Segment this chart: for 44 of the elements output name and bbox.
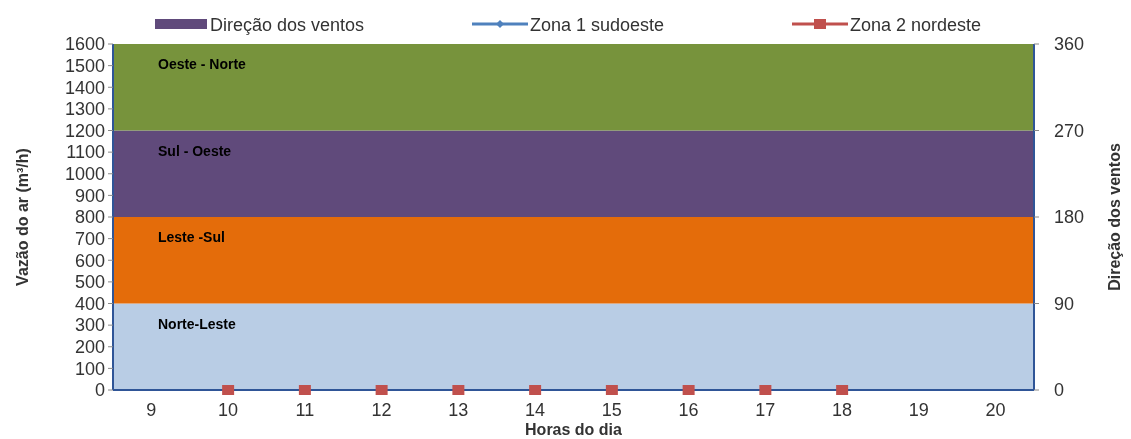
y-tick-label: 100 xyxy=(74,358,105,379)
legend-label: Direção dos ventos xyxy=(210,15,365,36)
y-tick-label: 1300 xyxy=(64,99,105,120)
y-tick-label: 900 xyxy=(74,185,105,206)
y-tick-label: 1000 xyxy=(64,164,105,185)
band-label: Sul - Oeste xyxy=(158,142,232,159)
x-tick-label: 12 xyxy=(371,400,392,420)
y-tick-label: 400 xyxy=(74,293,105,314)
band-label: Norte-Leste xyxy=(158,315,237,332)
y-axis-title: Vazão do ar (m³/h) xyxy=(14,148,31,286)
y-tick-label: 300 xyxy=(74,315,105,336)
y2-tick-label: 0 xyxy=(1054,380,1065,401)
y-tick-label: 200 xyxy=(74,337,105,358)
x-tick-label: 16 xyxy=(678,400,699,420)
x-axis-title: Horas do dia xyxy=(525,421,623,438)
x-tick-label: 9 xyxy=(146,400,157,420)
x-tick-label: 13 xyxy=(448,400,469,420)
y2-tick-label: 270 xyxy=(1054,120,1085,141)
y2-tick-label: 90 xyxy=(1054,293,1075,314)
y2-tick-label: 180 xyxy=(1054,207,1085,228)
y-tick-label: 1400 xyxy=(64,77,105,98)
y2-tick-label: 360 xyxy=(1054,34,1085,55)
y-tick-label: 1500 xyxy=(64,55,105,76)
band-label: Oeste - Norte xyxy=(158,56,247,72)
x-tick-label: 17 xyxy=(755,400,776,420)
y-tick-label: 800 xyxy=(74,207,105,228)
y-tick-label: 1600 xyxy=(64,34,105,55)
y-tick-label: 0 xyxy=(94,380,105,401)
x-tick-label: 15 xyxy=(601,400,622,420)
y-tick-label: 700 xyxy=(74,228,105,249)
x-tick-label: 20 xyxy=(985,400,1006,420)
x-tick-label: 14 xyxy=(525,400,546,420)
x-tick-label: 18 xyxy=(832,400,853,420)
y-tick-label: 1100 xyxy=(66,142,105,163)
y-tick-label: 600 xyxy=(74,250,105,271)
y-tick-label: 1200 xyxy=(64,120,105,141)
x-tick-label: 11 xyxy=(295,400,315,420)
y2-axis-title: Direção dos ventos xyxy=(1106,143,1123,291)
band-label: Leste -Sul xyxy=(158,229,225,245)
legend-label: Zona 2 nordeste xyxy=(850,15,982,36)
legend-label: Zona 1 sudoeste xyxy=(530,15,665,36)
x-tick-label: 19 xyxy=(908,400,929,420)
x-tick-label: 10 xyxy=(218,400,239,420)
y-tick-label: 500 xyxy=(74,272,105,293)
